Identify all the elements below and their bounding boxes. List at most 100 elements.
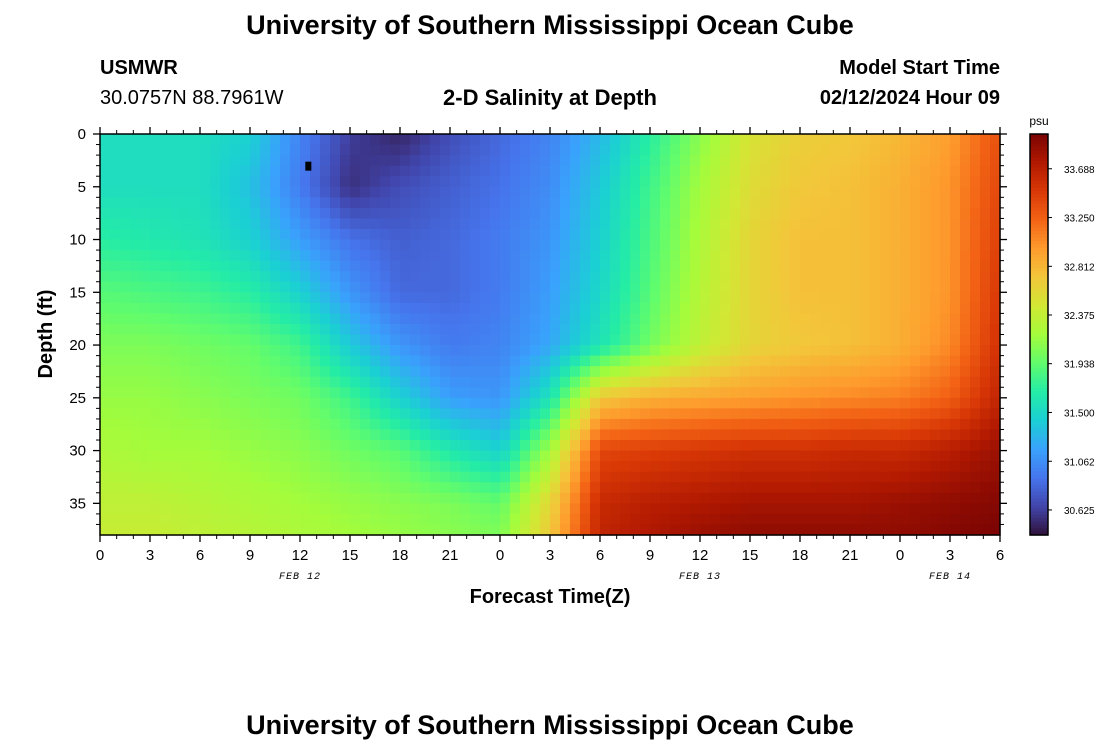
heatmap-cell <box>410 429 421 441</box>
heatmap-cell <box>230 366 241 378</box>
heatmap-cell <box>400 408 411 420</box>
heatmap-cell <box>260 260 271 272</box>
heatmap-cell <box>550 292 561 304</box>
heatmap-cell <box>600 239 611 251</box>
heatmap-cell <box>200 207 211 220</box>
heatmap-cell <box>570 260 581 272</box>
heatmap-cell <box>500 176 511 188</box>
heatmap-cell <box>720 366 731 378</box>
heatmap-cell <box>140 397 151 409</box>
heatmap-cell <box>240 397 251 409</box>
colorbar-segment <box>1030 528 1048 533</box>
heatmap-cell <box>530 218 541 230</box>
heatmap-cell <box>270 450 281 462</box>
heatmap-cell <box>990 155 1001 167</box>
heatmap-cell <box>770 271 781 283</box>
colorbar-segment <box>1030 237 1048 242</box>
heatmap-cell <box>230 186 241 198</box>
heatmap-cell <box>970 260 981 272</box>
heatmap-cell <box>830 176 841 188</box>
heatmap-cell <box>360 366 371 378</box>
heatmap-cell <box>730 440 741 452</box>
heatmap-cell <box>260 450 271 462</box>
heatmap-cell <box>140 429 151 441</box>
colorbar-segment <box>1030 451 1048 456</box>
heatmap-cell <box>970 461 981 473</box>
heatmap-cell <box>330 355 341 367</box>
heatmap-cell <box>560 207 571 220</box>
heatmap-cell <box>310 429 321 441</box>
heatmap-cell <box>850 482 861 494</box>
heatmap-cell <box>150 313 161 325</box>
colorbar-segment <box>1030 144 1048 148</box>
heatmap-cell <box>800 418 811 431</box>
heatmap-cell <box>670 345 681 357</box>
heatmap-cell <box>480 239 491 251</box>
heatmap-cell <box>700 271 711 283</box>
heatmap-cell <box>620 513 631 526</box>
heatmap-cell <box>670 461 681 473</box>
heatmap-cell <box>250 186 261 198</box>
heatmap-cell <box>990 366 1001 378</box>
heatmap-cell <box>420 408 431 420</box>
heatmap-cell <box>950 218 961 230</box>
heatmap-cell <box>430 281 441 293</box>
heatmap-cell <box>550 355 561 367</box>
heatmap-cell <box>930 228 941 241</box>
heatmap-cell <box>190 366 201 378</box>
heatmap-cell <box>730 376 741 388</box>
heatmap-cell <box>280 250 291 262</box>
heatmap-cell <box>320 186 331 198</box>
heatmap-cell <box>570 513 581 526</box>
heatmap-cell <box>970 239 981 251</box>
heatmap-cell <box>730 397 741 409</box>
heatmap-cell <box>680 492 691 504</box>
heatmap-cell <box>650 492 661 504</box>
heatmap-cell <box>480 355 491 367</box>
heatmap-cell <box>770 207 781 220</box>
heatmap-cell <box>490 397 501 409</box>
heatmap-cell <box>660 155 671 167</box>
heatmap-cell <box>770 471 781 483</box>
heatmap-cell <box>220 503 231 515</box>
colorbar-segment <box>1030 254 1048 259</box>
heatmap-cell <box>190 323 201 336</box>
colorbar-segment <box>1030 324 1048 329</box>
heatmap-cell <box>910 165 921 177</box>
heatmap-cell <box>340 429 351 441</box>
heatmap-cell <box>860 345 871 357</box>
heatmap-cell <box>960 134 971 146</box>
heatmap-cell <box>130 429 141 441</box>
heatmap-cell <box>250 165 261 177</box>
heatmap-cell <box>680 450 691 462</box>
heatmap-cell <box>970 492 981 504</box>
heatmap-cell <box>730 292 741 304</box>
heatmap-cell <box>410 228 421 241</box>
heatmap-cell <box>690 292 701 304</box>
heatmap-cell <box>570 366 581 378</box>
heatmap-cell <box>500 376 511 388</box>
heatmap-cell <box>780 387 791 399</box>
heatmap-cell <box>660 513 671 526</box>
heatmap-cell <box>960 250 971 262</box>
heatmap-cell <box>960 228 971 241</box>
heatmap-cell <box>740 387 751 399</box>
heatmap-cell <box>280 429 291 441</box>
colorbar-segment <box>1030 281 1048 285</box>
heatmap-cell <box>400 450 411 462</box>
heatmap-cell <box>860 461 871 473</box>
heatmap-cell <box>260 345 271 357</box>
heatmap-cell <box>400 461 411 473</box>
heatmap-cell <box>150 429 161 441</box>
heatmap-cell <box>750 408 761 420</box>
heatmap-cell <box>900 429 911 441</box>
heatmap-cell <box>590 408 601 420</box>
heatmap-cell <box>610 176 621 188</box>
heatmap-cell <box>580 260 591 272</box>
heatmap-cell <box>770 302 781 314</box>
heatmap-cell <box>580 239 591 251</box>
heatmap-cell <box>440 155 451 167</box>
heatmap-cell <box>560 387 571 399</box>
heatmap-cell <box>230 239 241 251</box>
heatmap-cell <box>810 250 821 262</box>
